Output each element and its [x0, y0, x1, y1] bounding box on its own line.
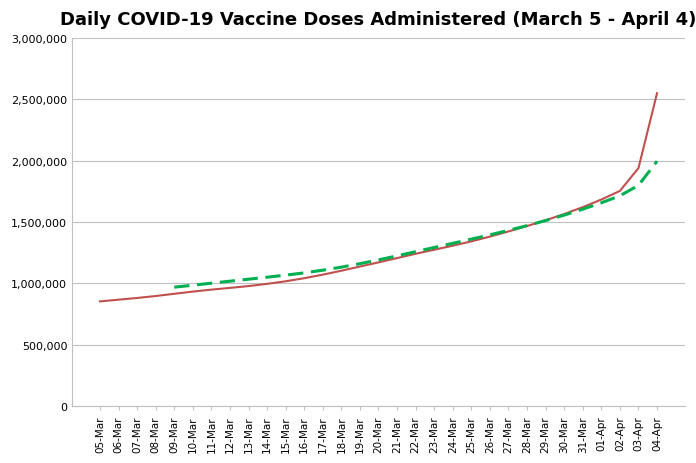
Title: Daily COVID-19 Vaccine Doses Administered (March 5 - April 4): Daily COVID-19 Vaccine Doses Administere… — [61, 11, 696, 29]
